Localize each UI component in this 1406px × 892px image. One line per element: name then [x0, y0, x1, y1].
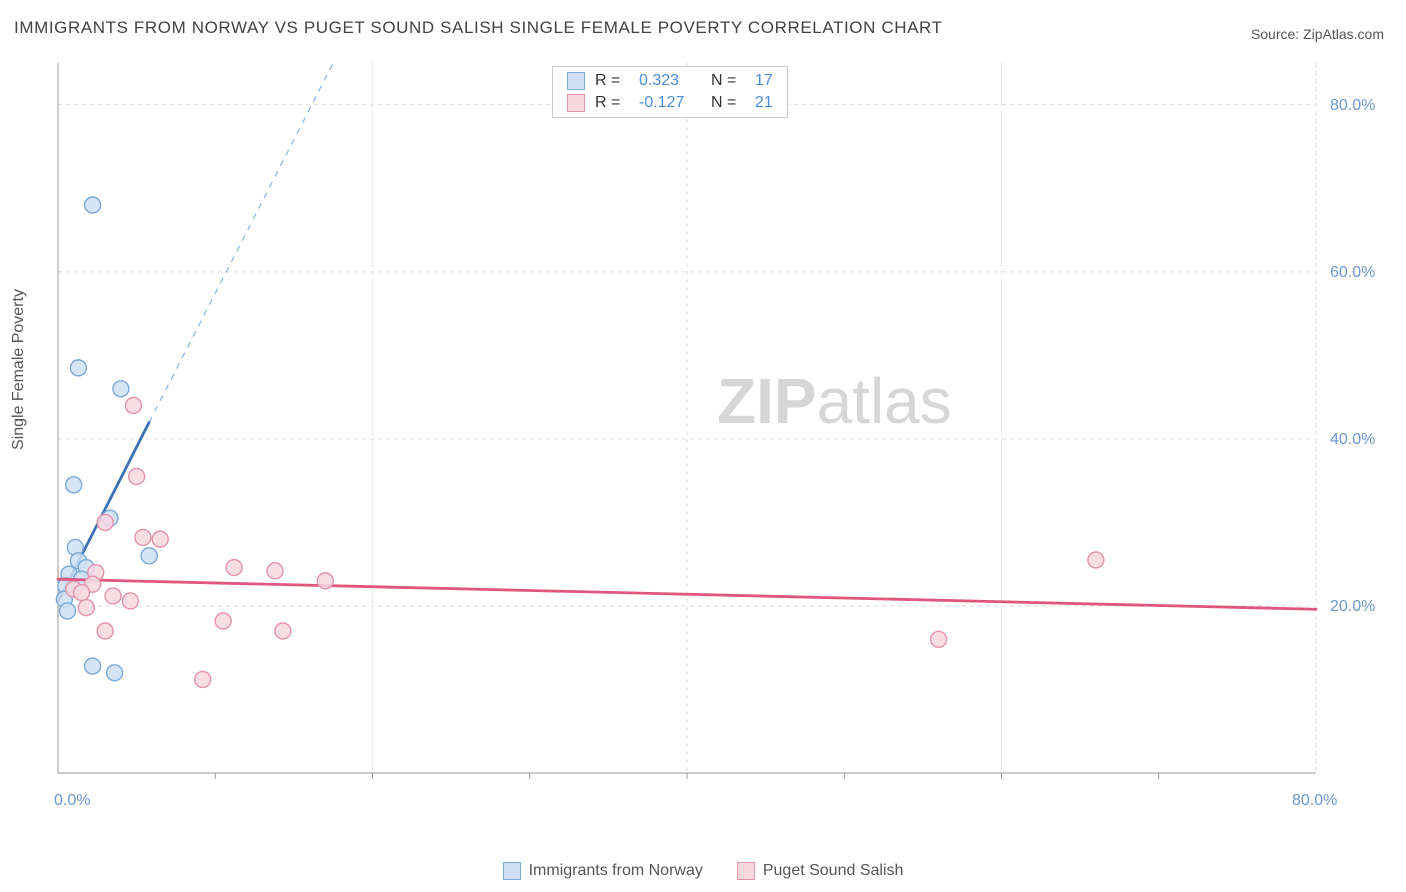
swatch-salish: [567, 94, 585, 112]
r-label: R =: [595, 94, 629, 112]
swatch-salish: [737, 862, 755, 880]
n-value-norway: 17: [755, 72, 773, 90]
chart-root: IMMIGRANTS FROM NORWAY VS PUGET SOUND SA…: [0, 0, 1406, 892]
scatter-plot-svg: ZIPatlas 20.0% 40.0% 60.0% 80.0% 0.0% 80.0%: [48, 58, 1386, 818]
svg-text:60.0%: 60.0%: [1330, 264, 1375, 281]
legend-item-salish: Puget Sound Salish: [737, 862, 904, 880]
swatch-norway: [503, 862, 521, 880]
plot-area: ZIPatlas 20.0% 40.0% 60.0% 80.0% 0.0% 80.0%: [48, 58, 1386, 818]
legend-label-salish: Puget Sound Salish: [763, 862, 904, 880]
swatch-norway: [567, 72, 585, 90]
r-label: R =: [595, 72, 629, 90]
stats-legend: R = 0.323 N = 17 R = -0.127 N = 21: [552, 66, 788, 118]
n-label: N =: [711, 72, 745, 90]
svg-text:20.0%: 20.0%: [1330, 598, 1375, 615]
svg-text:80.0%: 80.0%: [1330, 97, 1375, 114]
source-prefix: Source:: [1251, 26, 1303, 42]
source-attribution: Source: ZipAtlas.com: [1251, 26, 1384, 42]
series-legend: Immigrants from Norway Puget Sound Salis…: [0, 862, 1406, 880]
legend-item-norway: Immigrants from Norway: [503, 862, 703, 880]
r-value-salish: -0.127: [639, 94, 701, 112]
stats-row-salish: R = -0.127 N = 21: [553, 92, 787, 114]
chart-title: IMMIGRANTS FROM NORWAY VS PUGET SOUND SA…: [14, 18, 943, 38]
source-link[interactable]: ZipAtlas.com: [1303, 26, 1384, 42]
n-label: N =: [711, 94, 745, 112]
n-value-salish: 21: [755, 94, 773, 112]
legend-label-norway: Immigrants from Norway: [529, 862, 703, 880]
r-value-norway: 0.323: [639, 72, 701, 90]
svg-text:40.0%: 40.0%: [1330, 431, 1375, 448]
stats-row-norway: R = 0.323 N = 17: [553, 70, 787, 92]
y-axis-label: Single Female Poverty: [10, 289, 28, 450]
svg-text:80.0%: 80.0%: [1292, 792, 1337, 809]
svg-text:0.0%: 0.0%: [54, 792, 90, 809]
svg-text:ZIPatlas: ZIPatlas: [717, 365, 952, 437]
